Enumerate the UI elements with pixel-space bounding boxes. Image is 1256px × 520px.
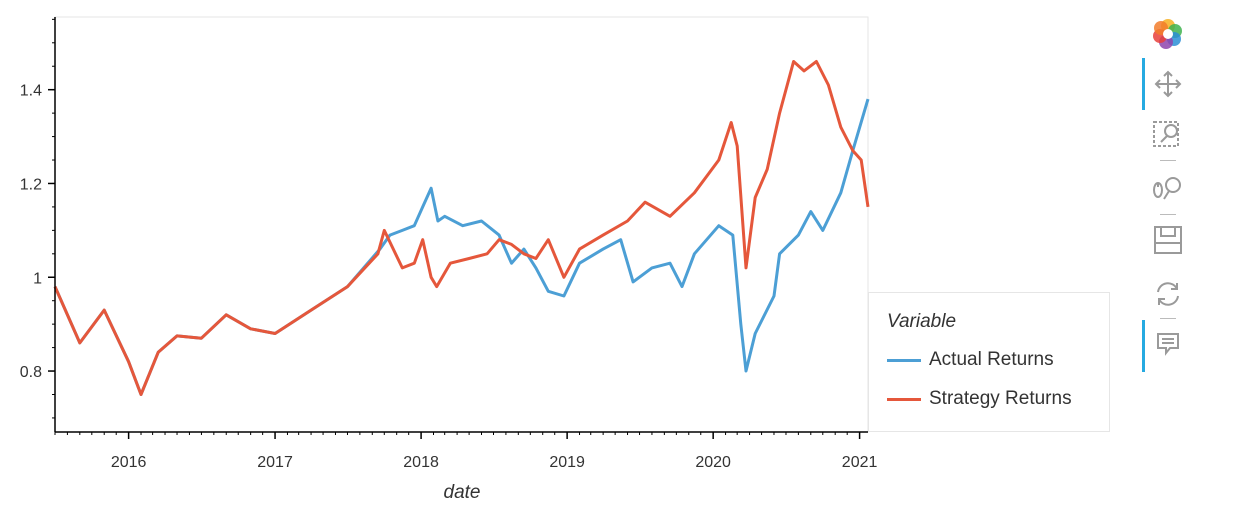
legend-item-actual-returns[interactable]: Actual Returns	[887, 348, 1054, 372]
x-tick-label: 2021	[842, 454, 878, 471]
toolbar-divider	[1160, 160, 1176, 161]
reset-tool-icon[interactable]	[1148, 274, 1188, 314]
hover-tool-active-indicator	[1142, 320, 1145, 372]
series-layer	[53, 60, 870, 396]
pan-tool-icon[interactable]	[1148, 64, 1188, 104]
toolbar-divider	[1160, 318, 1176, 319]
x-tick-label: 2019	[549, 454, 585, 471]
y-tick-label: 1	[33, 270, 42, 287]
legend-swatch-strategy-returns	[887, 397, 921, 401]
box-zoom-tool-icon[interactable]	[1148, 114, 1188, 154]
y-tick-label: 0.8	[20, 364, 42, 381]
x-tick-label: 2016	[111, 454, 147, 471]
y-tick-label: 1.4	[20, 83, 42, 100]
legend-swatch-actual-returns	[887, 358, 921, 362]
wheel-zoom-tool-icon[interactable]	[1148, 168, 1188, 208]
axes-layer: 0.8 1 1.2 1.4 2016 2017 2018 2019 2020 2021	[20, 17, 878, 471]
x-tick-label: 2017	[257, 454, 293, 471]
legend: Variable Actual Returns Strategy Returns	[868, 292, 1110, 432]
legend-label-actual-returns: Actual Returns	[929, 349, 1054, 370]
toolbar-divider	[1160, 214, 1176, 215]
legend-title: Variable	[887, 311, 957, 332]
x-tick-label: 2018	[403, 454, 439, 471]
series-line-strategy-returns[interactable]	[53, 60, 870, 396]
pan-tool-active-indicator	[1142, 58, 1145, 110]
x-axis-title: date	[444, 482, 481, 503]
save-tool-icon[interactable]	[1148, 220, 1188, 260]
series-line-actual-returns[interactable]	[53, 98, 870, 396]
x-tick-label: 2020	[695, 454, 731, 471]
toolbar	[1142, 12, 1194, 372]
hover-tool-icon[interactable]	[1148, 324, 1188, 364]
bokeh-logo-icon[interactable]	[1148, 14, 1188, 54]
legend-item-strategy-returns[interactable]: Strategy Returns	[887, 387, 1072, 411]
legend-label-strategy-returns: Strategy Returns	[929, 388, 1072, 409]
y-tick-label: 1.2	[20, 176, 42, 193]
